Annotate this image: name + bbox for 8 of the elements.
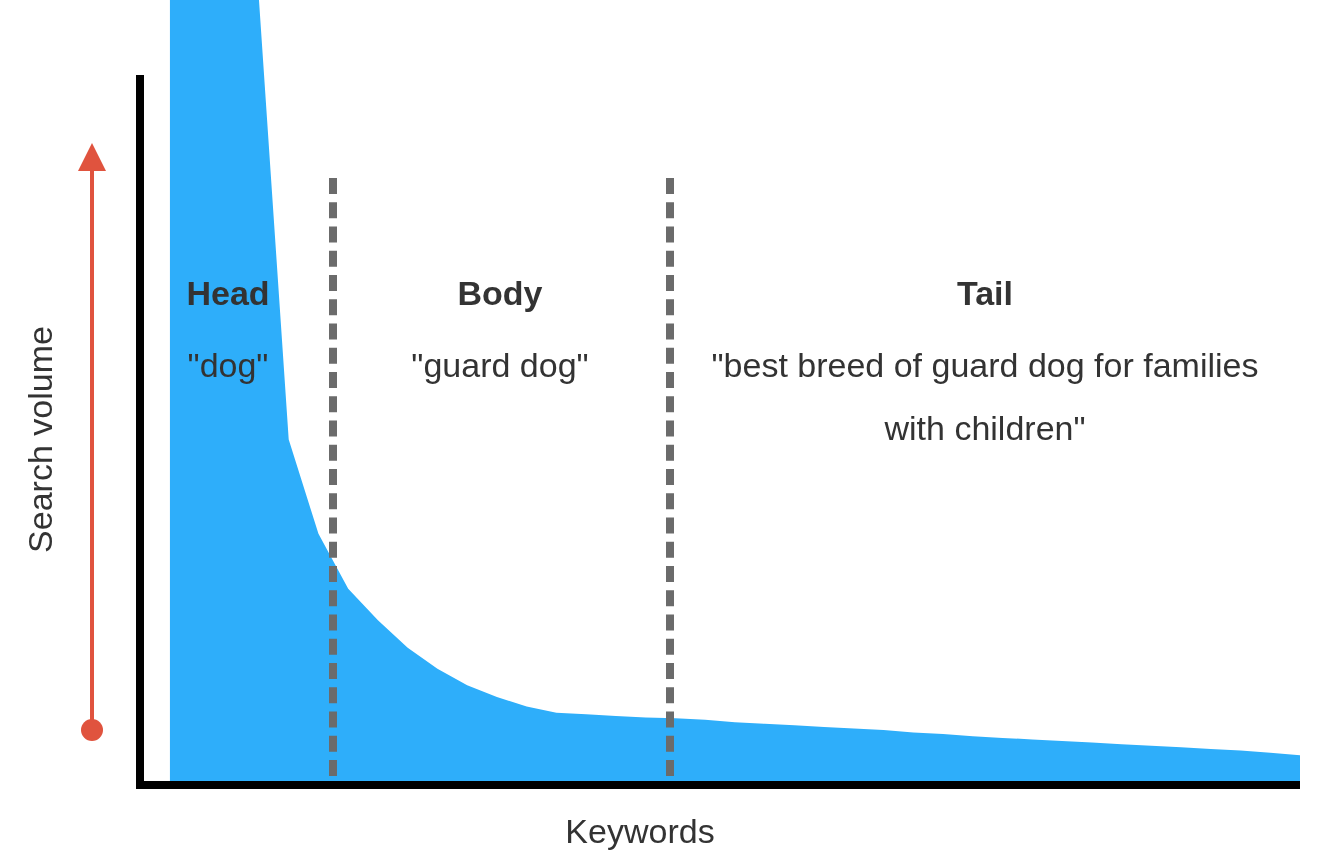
annotation: "best breed of guard dog for families with children" bbox=[710, 345, 1260, 449]
annotation: Head bbox=[185, 273, 271, 314]
annotation: Tail bbox=[955, 273, 1014, 314]
annotation: "dog" bbox=[186, 345, 270, 386]
x-axis-title: Keywords bbox=[564, 812, 716, 851]
annotation: "guard dog" bbox=[410, 345, 590, 386]
annotation: Body bbox=[456, 273, 544, 314]
y-axis-title: Search volume bbox=[20, 325, 60, 555]
